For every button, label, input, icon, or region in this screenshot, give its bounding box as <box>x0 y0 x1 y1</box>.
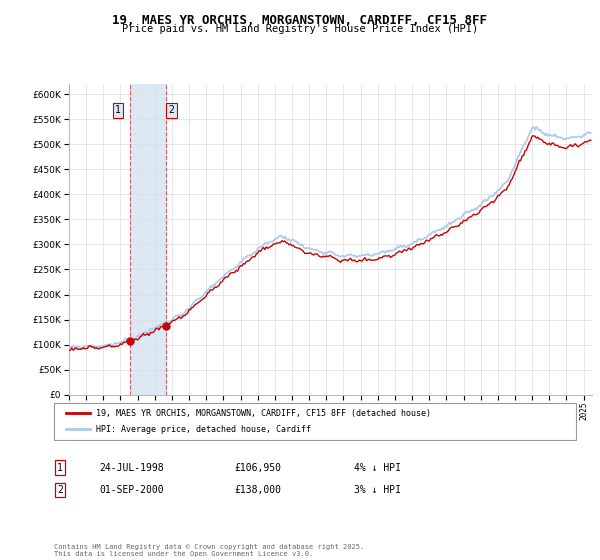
Bar <box>130 84 166 395</box>
Text: 1: 1 <box>115 105 121 115</box>
Text: 2: 2 <box>57 485 63 495</box>
Text: HPI: Average price, detached house, Cardiff: HPI: Average price, detached house, Card… <box>96 425 311 434</box>
Text: 4% ↓ HPI: 4% ↓ HPI <box>354 463 401 473</box>
Text: 24-JUL-1998: 24-JUL-1998 <box>99 463 164 473</box>
Text: Price paid vs. HM Land Registry's House Price Index (HPI): Price paid vs. HM Land Registry's House … <box>122 24 478 34</box>
Text: 01-SEP-2000: 01-SEP-2000 <box>99 485 164 495</box>
Text: 2: 2 <box>169 105 175 115</box>
Text: 1: 1 <box>57 463 63 473</box>
Text: Contains HM Land Registry data © Crown copyright and database right 2025.
This d: Contains HM Land Registry data © Crown c… <box>54 544 364 557</box>
Text: £138,000: £138,000 <box>234 485 281 495</box>
Text: 19, MAES YR ORCHIS, MORGANSTOWN, CARDIFF, CF15 8FF (detached house): 19, MAES YR ORCHIS, MORGANSTOWN, CARDIFF… <box>96 409 431 418</box>
Text: £106,950: £106,950 <box>234 463 281 473</box>
Text: 3% ↓ HPI: 3% ↓ HPI <box>354 485 401 495</box>
Text: 19, MAES YR ORCHIS, MORGANSTOWN, CARDIFF, CF15 8FF: 19, MAES YR ORCHIS, MORGANSTOWN, CARDIFF… <box>113 14 487 27</box>
